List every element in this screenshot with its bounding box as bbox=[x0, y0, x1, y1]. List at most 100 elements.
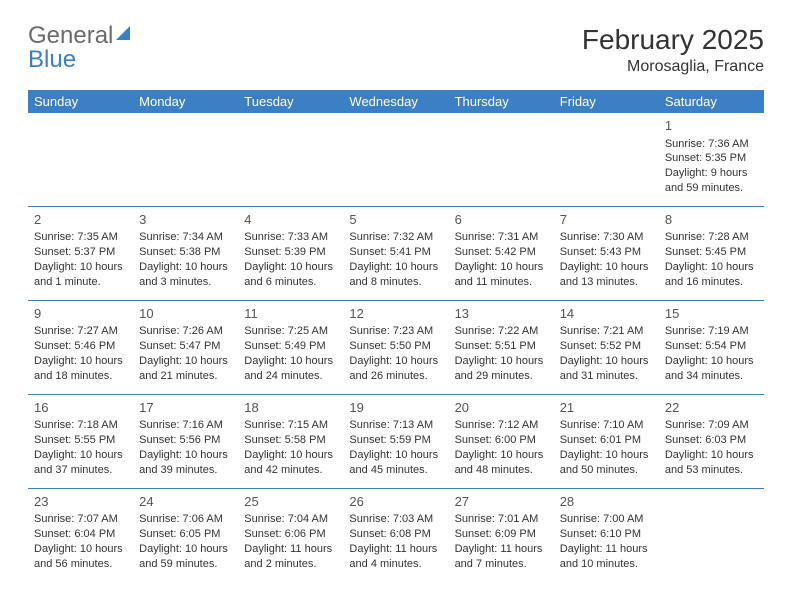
sunrise-text: Sunrise: 7:06 AM bbox=[139, 512, 232, 527]
calendar-week: 1 Sunrise: 7:36 AMSunset: 5:35 PMDaylight… bbox=[28, 113, 764, 206]
daylight-text: Daylight: 10 hours and 53 minutes. bbox=[665, 448, 758, 478]
sunrise-text: Sunrise: 7:07 AM bbox=[34, 512, 127, 527]
calendar-week: 2Sunrise: 7:35 AMSunset: 5:37 PMDaylight… bbox=[28, 206, 764, 300]
daylight-text: Daylight: 10 hours and 59 minutes. bbox=[139, 542, 232, 572]
sunrise-text: Sunrise: 7:36 AM bbox=[665, 137, 758, 152]
sunset-text: Sunset: 5:54 PM bbox=[665, 339, 758, 354]
sunrise-text: Sunrise: 7:15 AM bbox=[244, 418, 337, 433]
calendar-day-cell: 28Sunrise: 7:00 AMSunset: 6:10 PMDayligh… bbox=[554, 488, 659, 581]
day-number: 18 bbox=[244, 399, 337, 417]
sunrise-text: Sunrise: 7:32 AM bbox=[349, 230, 442, 245]
sunrise-text: Sunrise: 7:34 AM bbox=[139, 230, 232, 245]
sunset-text: Sunset: 5:59 PM bbox=[349, 433, 442, 448]
calendar-day-cell: 14Sunrise: 7:21 AMSunset: 5:52 PMDayligh… bbox=[554, 300, 659, 394]
sunrise-text: Sunrise: 7:31 AM bbox=[455, 230, 548, 245]
sunrise-text: Sunrise: 7:23 AM bbox=[349, 324, 442, 339]
sunset-text: Sunset: 5:46 PM bbox=[34, 339, 127, 354]
sunset-text: Sunset: 6:09 PM bbox=[455, 527, 548, 542]
daylight-text: Daylight: 10 hours and 42 minutes. bbox=[244, 448, 337, 478]
daylight-text: Daylight: 10 hours and 21 minutes. bbox=[139, 354, 232, 384]
day-number: 28 bbox=[560, 493, 653, 511]
daylight-text: Daylight: 11 hours and 2 minutes. bbox=[244, 542, 337, 572]
calendar-table: Sunday Monday Tuesday Wednesday Thursday… bbox=[28, 90, 764, 582]
weekday-header: Tuesday bbox=[238, 90, 343, 113]
sunset-text: Sunset: 6:04 PM bbox=[34, 527, 127, 542]
day-number: 9 bbox=[34, 305, 127, 323]
daylight-text: Daylight: 10 hours and 13 minutes. bbox=[560, 260, 653, 290]
calendar-day-cell: 17Sunrise: 7:16 AMSunset: 5:56 PMDayligh… bbox=[133, 394, 238, 488]
day-number: 1 bbox=[665, 117, 758, 135]
calendar-day-cell: 27Sunrise: 7:01 AMSunset: 6:09 PMDayligh… bbox=[449, 488, 554, 581]
day-number: 13 bbox=[455, 305, 548, 323]
calendar-day-cell: 6Sunrise: 7:31 AMSunset: 5:42 PMDaylight… bbox=[449, 206, 554, 300]
daylight-text: Daylight: 9 hours and 59 minutes. bbox=[665, 166, 758, 196]
daylight-text: Daylight: 10 hours and 24 minutes. bbox=[244, 354, 337, 384]
sunrise-text: Sunrise: 7:28 AM bbox=[665, 230, 758, 245]
sunset-text: Sunset: 5:45 PM bbox=[665, 245, 758, 260]
calendar-day-cell: 25Sunrise: 7:04 AMSunset: 6:06 PMDayligh… bbox=[238, 488, 343, 581]
sunset-text: Sunset: 6:05 PM bbox=[139, 527, 232, 542]
daylight-text: Daylight: 10 hours and 37 minutes. bbox=[34, 448, 127, 478]
day-number: 27 bbox=[455, 493, 548, 511]
daylight-text: Daylight: 11 hours and 7 minutes. bbox=[455, 542, 548, 572]
calendar-day-cell bbox=[133, 113, 238, 206]
day-number: 3 bbox=[139, 211, 232, 229]
calendar-week: 9Sunrise: 7:27 AMSunset: 5:46 PMDaylight… bbox=[28, 300, 764, 394]
daylight-text: Daylight: 10 hours and 34 minutes. bbox=[665, 354, 758, 384]
daylight-text: Daylight: 11 hours and 4 minutes. bbox=[349, 542, 442, 572]
day-number: 24 bbox=[139, 493, 232, 511]
calendar-day-cell: 2Sunrise: 7:35 AMSunset: 5:37 PMDaylight… bbox=[28, 206, 133, 300]
sunrise-text: Sunrise: 7:09 AM bbox=[665, 418, 758, 433]
daylight-text: Daylight: 10 hours and 1 minute. bbox=[34, 260, 127, 290]
daylight-text: Daylight: 10 hours and 18 minutes. bbox=[34, 354, 127, 384]
sunset-text: Sunset: 5:49 PM bbox=[244, 339, 337, 354]
day-number: 17 bbox=[139, 399, 232, 417]
day-number: 6 bbox=[455, 211, 548, 229]
title-block: February 2025 Morosaglia, France bbox=[582, 24, 764, 76]
day-number: 11 bbox=[244, 305, 337, 323]
sunset-text: Sunset: 5:42 PM bbox=[455, 245, 548, 260]
sunset-text: Sunset: 5:39 PM bbox=[244, 245, 337, 260]
calendar-day-cell: 19Sunrise: 7:13 AMSunset: 5:59 PMDayligh… bbox=[343, 394, 448, 488]
day-number: 22 bbox=[665, 399, 758, 417]
day-number: 16 bbox=[34, 399, 127, 417]
day-number: 14 bbox=[560, 305, 653, 323]
calendar-day-cell: 3Sunrise: 7:34 AMSunset: 5:38 PMDaylight… bbox=[133, 206, 238, 300]
daylight-text: Daylight: 10 hours and 8 minutes. bbox=[349, 260, 442, 290]
day-number: 26 bbox=[349, 493, 442, 511]
daylight-text: Daylight: 10 hours and 26 minutes. bbox=[349, 354, 442, 384]
calendar-day-cell: 21Sunrise: 7:10 AMSunset: 6:01 PMDayligh… bbox=[554, 394, 659, 488]
day-number: 20 bbox=[455, 399, 548, 417]
sunrise-text: Sunrise: 7:10 AM bbox=[560, 418, 653, 433]
calendar-day-cell: 23Sunrise: 7:07 AMSunset: 6:04 PMDayligh… bbox=[28, 488, 133, 581]
day-number: 5 bbox=[349, 211, 442, 229]
day-number: 15 bbox=[665, 305, 758, 323]
calendar-day-cell: 26Sunrise: 7:03 AMSunset: 6:08 PMDayligh… bbox=[343, 488, 448, 581]
calendar-day-cell: 9Sunrise: 7:27 AMSunset: 5:46 PMDaylight… bbox=[28, 300, 133, 394]
calendar-day-cell bbox=[343, 113, 448, 206]
sunset-text: Sunset: 5:43 PM bbox=[560, 245, 653, 260]
sunrise-text: Sunrise: 7:13 AM bbox=[349, 418, 442, 433]
sunset-text: Sunset: 5:38 PM bbox=[139, 245, 232, 260]
calendar-day-cell: 10Sunrise: 7:26 AMSunset: 5:47 PMDayligh… bbox=[133, 300, 238, 394]
sunrise-text: Sunrise: 7:25 AM bbox=[244, 324, 337, 339]
sunset-text: Sunset: 5:37 PM bbox=[34, 245, 127, 260]
daylight-text: Daylight: 10 hours and 50 minutes. bbox=[560, 448, 653, 478]
sunset-text: Sunset: 5:41 PM bbox=[349, 245, 442, 260]
daylight-text: Daylight: 10 hours and 29 minutes. bbox=[455, 354, 548, 384]
weekday-header: Monday bbox=[133, 90, 238, 113]
day-number: 2 bbox=[34, 211, 127, 229]
logo-text: General Blue bbox=[28, 24, 133, 72]
daylight-text: Daylight: 11 hours and 10 minutes. bbox=[560, 542, 653, 572]
sunrise-text: Sunrise: 7:33 AM bbox=[244, 230, 337, 245]
sunset-text: Sunset: 5:35 PM bbox=[665, 151, 758, 166]
sunrise-text: Sunrise: 7:16 AM bbox=[139, 418, 232, 433]
sunrise-text: Sunrise: 7:35 AM bbox=[34, 230, 127, 245]
day-number: 10 bbox=[139, 305, 232, 323]
sunset-text: Sunset: 5:56 PM bbox=[139, 433, 232, 448]
calendar-day-cell bbox=[28, 113, 133, 206]
calendar-body: 1Sunrise: 7:36 AMSunset: 5:35 PMDaylight… bbox=[28, 113, 764, 582]
sunset-text: Sunset: 5:52 PM bbox=[560, 339, 653, 354]
weekday-header: Thursday bbox=[449, 90, 554, 113]
weekday-header: Saturday bbox=[659, 90, 764, 113]
